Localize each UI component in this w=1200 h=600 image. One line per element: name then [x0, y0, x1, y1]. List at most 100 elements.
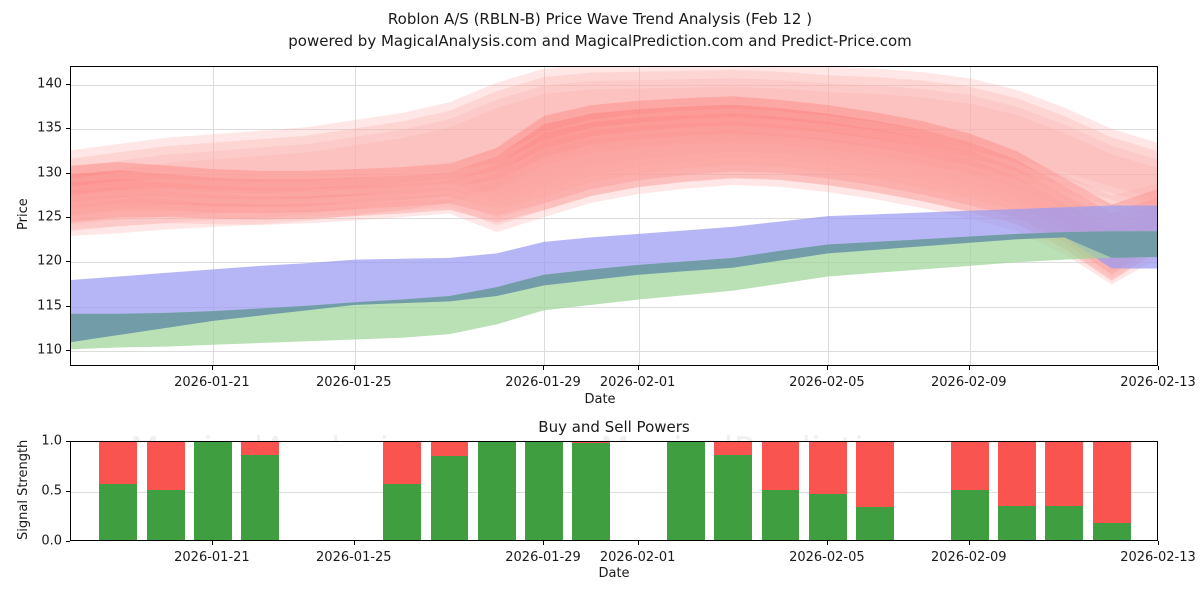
buysell-x-tick-label: 2026-02-01 — [599, 550, 676, 565]
buysell-bar[interactable] — [477, 442, 516, 540]
buysell-bar[interactable] — [146, 442, 185, 540]
bar-segment-buy — [477, 442, 516, 540]
price-band-1 — [71, 86, 1157, 236]
buysell-x-tick-label: 2026-02-05 — [789, 550, 865, 565]
buysell-y-tick-label: 0.5 — [41, 483, 62, 499]
price-x-tickmark — [353, 366, 355, 370]
buy-sell-powers-plot — [70, 441, 1158, 541]
bar-segment-buy — [572, 443, 611, 540]
buysell-bar[interactable] — [1045, 442, 1084, 540]
buysell-x-tickmark — [637, 541, 639, 545]
price-y-tickmark — [66, 261, 70, 263]
price-y-tickmark — [66, 172, 70, 174]
bar-segment-sell — [808, 442, 847, 494]
buysell-x-tick-label: 2026-02-09 — [931, 550, 1007, 565]
buysell-y-tick-label: 0.0 — [41, 533, 62, 549]
buysell-x-tickmark — [543, 541, 545, 545]
bar-segment-buy — [714, 455, 753, 540]
buysell-x-axis-label: Date — [598, 566, 630, 581]
buysell-bar[interactable] — [430, 442, 469, 540]
price-x-tick-label: 2026-02-01 — [599, 375, 676, 390]
gridline-horizontal — [71, 84, 1157, 86]
buysell-bar[interactable] — [241, 442, 280, 540]
price-y-tickmark — [66, 216, 70, 218]
gridline-vertical — [638, 67, 640, 365]
price-y-tickmark — [66, 128, 70, 130]
buysell-x-tick-label: 2026-01-29 — [505, 550, 581, 565]
price-band-1 — [71, 69, 1157, 223]
bar-segment-sell — [998, 442, 1036, 506]
price-band-2 — [71, 121, 1157, 275]
buysell-x-tick-label: 2026-01-25 — [316, 550, 392, 565]
price-y-tickmark — [66, 350, 70, 352]
price-x-tickmark — [543, 366, 545, 370]
buysell-bar[interactable] — [950, 442, 989, 540]
bar-segment-buy — [525, 442, 563, 540]
gridline-vertical — [827, 67, 829, 365]
bar-segment-buy — [430, 456, 469, 540]
bar-segment-sell — [1092, 442, 1131, 523]
price-y-tick-label: 130 — [37, 165, 62, 180]
buysell-bar[interactable] — [714, 442, 753, 540]
buysell-x-tickmark — [211, 541, 213, 545]
price-x-tick-label: 2026-01-25 — [316, 375, 392, 390]
bar-segment-buy — [193, 442, 232, 540]
buysell-bar[interactable] — [856, 442, 895, 540]
price-x-tickmark — [211, 366, 213, 370]
buysell-bar[interactable] — [525, 442, 563, 540]
buysell-x-tick-label: 2026-02-13 — [1120, 550, 1196, 565]
price-x-tickmark — [637, 366, 639, 370]
bar-segment-sell — [146, 442, 185, 490]
buysell-bar[interactable] — [193, 442, 232, 540]
price-x-tick-label: 2026-01-21 — [174, 375, 250, 390]
bar-segment-buy — [1092, 523, 1131, 540]
price-y-tick-label: 115 — [37, 298, 62, 314]
bar-segment-sell — [430, 442, 469, 456]
price-x-tick-label: 2026-02-13 — [1120, 375, 1196, 390]
bar-segment-buy — [1045, 506, 1084, 540]
buysell-bar[interactable] — [572, 442, 611, 540]
bar-segment-buy — [146, 490, 185, 540]
buysell-y-tickmark — [66, 491, 70, 492]
price-x-tick-label: 2026-02-05 — [789, 375, 865, 390]
buysell-bar[interactable] — [383, 442, 422, 540]
page-title: Roblon A/S (RBLN-B) Price Wave Trend Ana… — [387, 10, 813, 28]
price-band-2 — [71, 96, 1157, 255]
bar-segment-sell — [714, 442, 753, 455]
bar-segment-buy — [241, 455, 280, 540]
bar-segment-buy — [383, 484, 422, 540]
bar-segment-buy — [808, 494, 847, 540]
price-y-tickmark — [66, 305, 70, 307]
chart-title-block: Roblon A/S (RBLN-B) Price Wave Trend Ana… — [0, 8, 1200, 52]
price-band-1 — [71, 78, 1157, 230]
buysell-bars-layer — [71, 442, 1157, 540]
price-y-tick-label: 110 — [37, 342, 62, 358]
buysell-x-tick-label: 2026-01-21 — [174, 550, 250, 565]
bar-segment-buy — [667, 442, 705, 540]
gridline-horizontal — [71, 217, 1157, 219]
buysell-bar[interactable] — [998, 442, 1036, 540]
price-y-tick-label: 125 — [37, 209, 62, 225]
price-band-3 — [71, 125, 1157, 272]
bar-segment-sell — [950, 442, 989, 490]
bar-segment-buy — [998, 506, 1036, 540]
buysell-bar[interactable] — [667, 442, 705, 540]
price-y-tickmark — [66, 83, 70, 85]
gridline-horizontal — [71, 173, 1157, 175]
price-band-3 — [71, 142, 1157, 285]
price-band-5 — [71, 231, 1157, 350]
buysell-bar[interactable] — [1092, 442, 1131, 540]
buysell-x-tickmark — [826, 541, 828, 545]
price-wave-plot — [70, 66, 1158, 366]
buysell-bar[interactable] — [808, 442, 847, 540]
price-x-tick-label: 2026-02-09 — [931, 375, 1007, 390]
bar-segment-sell — [856, 442, 895, 507]
buysell-y-tick-label: 1.0 — [41, 433, 62, 449]
bar-segment-buy — [950, 490, 989, 540]
gridline-horizontal — [71, 351, 1157, 353]
bar-segment-sell — [241, 442, 280, 455]
buysell-bar[interactable] — [761, 442, 800, 540]
price-x-tickmark — [968, 366, 970, 370]
buysell-bar[interactable] — [99, 442, 138, 540]
buysell-x-tickmark — [968, 541, 970, 545]
